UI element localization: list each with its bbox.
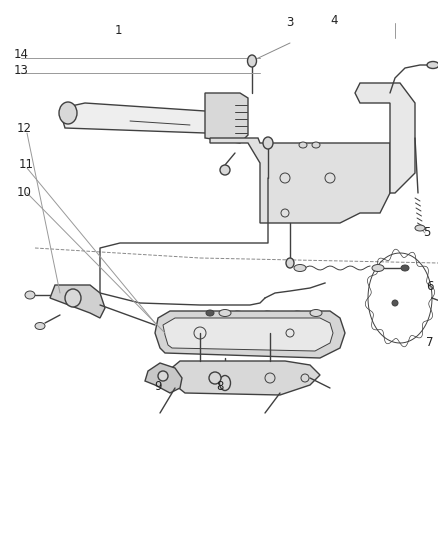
Text: 9: 9 [154, 379, 162, 392]
Ellipse shape [415, 225, 425, 231]
Ellipse shape [263, 137, 273, 149]
Ellipse shape [209, 372, 221, 384]
Ellipse shape [312, 142, 320, 148]
Text: 7: 7 [426, 336, 434, 350]
Ellipse shape [286, 258, 294, 268]
Ellipse shape [158, 371, 168, 381]
Text: 11: 11 [18, 158, 33, 172]
Ellipse shape [427, 61, 438, 69]
Ellipse shape [59, 102, 77, 124]
Ellipse shape [294, 264, 306, 271]
Text: 8: 8 [216, 379, 224, 392]
Ellipse shape [65, 289, 81, 307]
Polygon shape [50, 285, 105, 318]
Text: 1: 1 [114, 25, 122, 37]
Ellipse shape [392, 300, 398, 306]
Ellipse shape [372, 264, 384, 271]
Polygon shape [163, 318, 333, 351]
Text: 12: 12 [17, 122, 32, 134]
Polygon shape [62, 103, 215, 133]
Polygon shape [168, 361, 320, 395]
Text: 4: 4 [330, 13, 338, 27]
Ellipse shape [219, 310, 231, 317]
Ellipse shape [310, 310, 322, 317]
Text: 3: 3 [286, 17, 294, 29]
Polygon shape [205, 93, 248, 143]
Ellipse shape [206, 310, 214, 316]
Ellipse shape [25, 291, 35, 299]
Polygon shape [355, 83, 415, 193]
Text: 13: 13 [14, 64, 28, 77]
Polygon shape [155, 311, 345, 358]
Ellipse shape [299, 142, 307, 148]
Polygon shape [145, 363, 182, 393]
Polygon shape [210, 138, 390, 223]
Ellipse shape [35, 322, 45, 329]
Ellipse shape [220, 165, 230, 175]
Ellipse shape [247, 55, 257, 67]
Text: 14: 14 [14, 49, 28, 61]
Ellipse shape [401, 265, 409, 271]
Ellipse shape [219, 376, 230, 391]
Text: 6: 6 [426, 280, 434, 294]
Text: 10: 10 [17, 187, 32, 199]
Text: 5: 5 [423, 227, 431, 239]
